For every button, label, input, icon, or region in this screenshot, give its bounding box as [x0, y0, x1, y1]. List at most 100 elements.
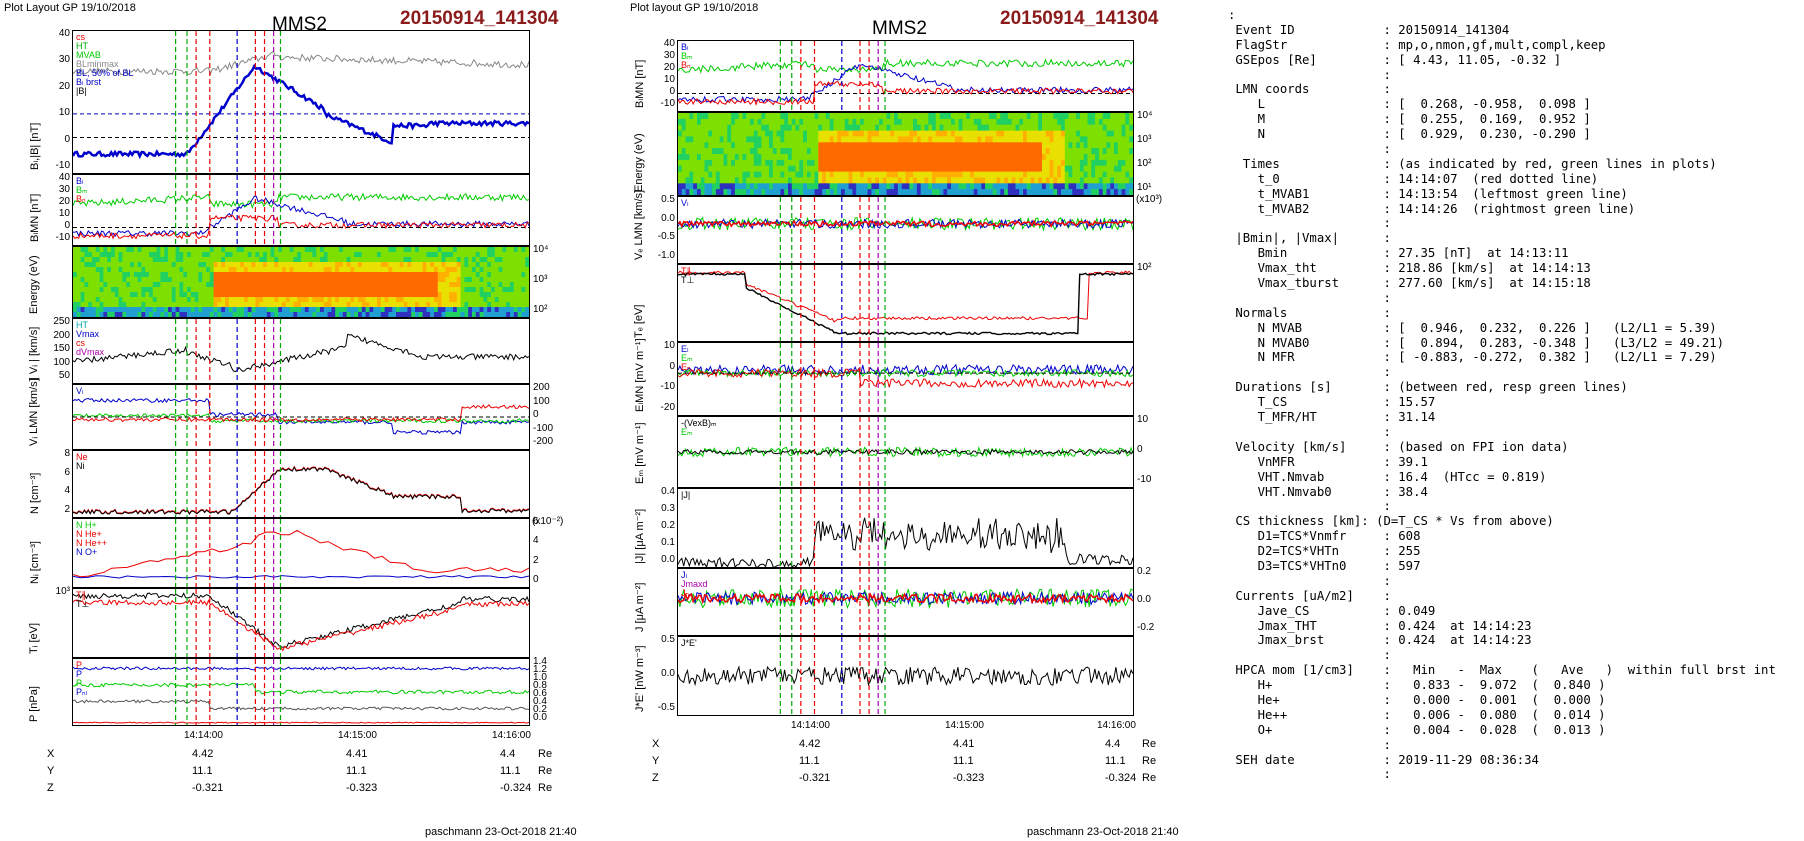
spectrogram-cell [871, 165, 876, 173]
spectrogram-cell [1045, 183, 1051, 190]
spectrogram-cell [388, 262, 393, 268]
spectrogram-cell [487, 307, 492, 313]
spectrogram-cell [434, 262, 439, 268]
spectrogram-cell [221, 252, 226, 258]
left-panel-8-ytick-right: 0.4 [533, 696, 547, 707]
spectrogram-cell [133, 312, 139, 317]
spectrogram-cell [776, 177, 781, 184]
spectrogram-cell [1004, 124, 1009, 132]
spectrogram-cell [825, 136, 831, 143]
spectrogram-cell [88, 302, 93, 308]
spectrogram-cell [392, 247, 397, 253]
spectrogram-cell [240, 277, 245, 283]
info-line: Velocity [km/s] : (based on FPI ion data… [1228, 439, 1569, 454]
spectrogram-cell [863, 177, 869, 184]
spectrogram-cell [1015, 154, 1020, 161]
spectrogram-cell [788, 159, 793, 167]
spectrogram-cell [217, 277, 222, 283]
te-par-series [678, 270, 1133, 323]
spectrogram-cell [95, 272, 101, 278]
spectrogram-cell [1015, 183, 1020, 190]
spectrogram-cell [954, 189, 960, 195]
spectrogram-cell [890, 159, 895, 167]
spectrogram-cell [107, 247, 112, 253]
spectrogram-cell [1038, 130, 1043, 138]
spectrogram-cell [266, 307, 272, 313]
spectrogram-cell [731, 136, 736, 143]
spectrogram-cell [308, 272, 313, 278]
spectrogram-cell [183, 277, 188, 283]
left-footer: paschmann 23-Oct-2018 21:40 [425, 826, 577, 838]
spectrogram-cell [259, 287, 264, 293]
spectrogram-cell [80, 272, 85, 278]
spectrogram-cell [806, 165, 812, 173]
spectrogram-cell [270, 247, 275, 253]
spectrogram-cell [996, 183, 1001, 190]
spectrogram-cell [712, 148, 717, 155]
spectrogram-cell [1091, 148, 1096, 155]
spectrogram-cell [342, 287, 348, 293]
spectrogram-cell [377, 267, 382, 273]
spectrogram-cell [897, 136, 903, 143]
spectrogram-cell [1121, 154, 1126, 161]
spectrogram-cell [411, 287, 416, 293]
spectrogram-cell [232, 307, 237, 313]
spectrogram-cell [308, 307, 313, 313]
spectrogram-cell [350, 277, 355, 283]
spectrogram-cell [282, 252, 287, 258]
spectrogram-cell [916, 183, 922, 190]
spectrogram-cell [791, 124, 797, 132]
spectrogram-cell [992, 159, 998, 167]
spectrogram-cell [1019, 118, 1024, 126]
spectrogram-cell [103, 297, 108, 303]
spectrogram-cell [225, 292, 230, 298]
spectrogram-cell [837, 171, 842, 179]
info-line: FlagStr : mp,o,nmon,gf,mult,compl,keep [1228, 37, 1606, 52]
spectrogram-cell [513, 302, 519, 308]
spectrogram-cell [118, 297, 123, 303]
spectrogram-cell [187, 247, 192, 253]
spectrogram-cell [95, 257, 101, 263]
spectrogram-cell [232, 277, 237, 283]
spectrogram-cell [111, 292, 116, 298]
spectrogram-cell [1102, 183, 1108, 190]
spectrogram-cell [202, 277, 207, 283]
spectrogram-cell [160, 307, 165, 313]
spectrogram-cell [1095, 165, 1100, 173]
spectrogram-cell [152, 257, 158, 263]
spectrogram-cell [1076, 142, 1081, 149]
spectrogram-cell [1095, 130, 1100, 138]
spectrogram-cell [1057, 118, 1062, 126]
spectrogram-cell [810, 113, 816, 120]
spectrogram-cell [396, 297, 401, 303]
spectrogram-cell [1015, 165, 1020, 173]
info-line: L : [ 0.268, -0.958, 0.098 ] [1228, 97, 1591, 112]
left-panel-0-ytick: 20 [58, 80, 70, 92]
spectrogram-cell [88, 312, 93, 317]
spectrogram-cell [213, 287, 218, 293]
spectrogram-cell [1114, 189, 1119, 195]
spectrogram-cell [460, 312, 465, 317]
spectrogram-cell [954, 124, 960, 132]
spectrogram-cell [506, 307, 511, 313]
spectrogram-cell [734, 130, 740, 138]
spectrogram-cell [1011, 177, 1017, 184]
spectrogram-cell [1053, 130, 1058, 138]
spectrogram-cell [145, 307, 150, 313]
spectrogram-cell [289, 252, 294, 258]
spectrogram-cell [361, 292, 367, 298]
spectrogram-cell [814, 159, 819, 167]
spectrogram-cell [240, 307, 245, 313]
mid-panel-7-ytick-right: 0.2 [1137, 566, 1151, 577]
spectrogram-cell [1004, 148, 1009, 155]
spectrogram-cell [776, 124, 781, 132]
spectrogram-cell [1114, 142, 1119, 149]
spectrogram-cell [426, 312, 431, 317]
spectrogram-cell [323, 287, 329, 293]
spectrogram-cell [844, 154, 850, 161]
spectrogram-cell [719, 165, 725, 173]
spectrogram-cell [806, 118, 812, 126]
spectrogram-cell [460, 307, 465, 313]
spectrogram-cell [852, 165, 857, 173]
spectrogram-cell [301, 302, 306, 308]
